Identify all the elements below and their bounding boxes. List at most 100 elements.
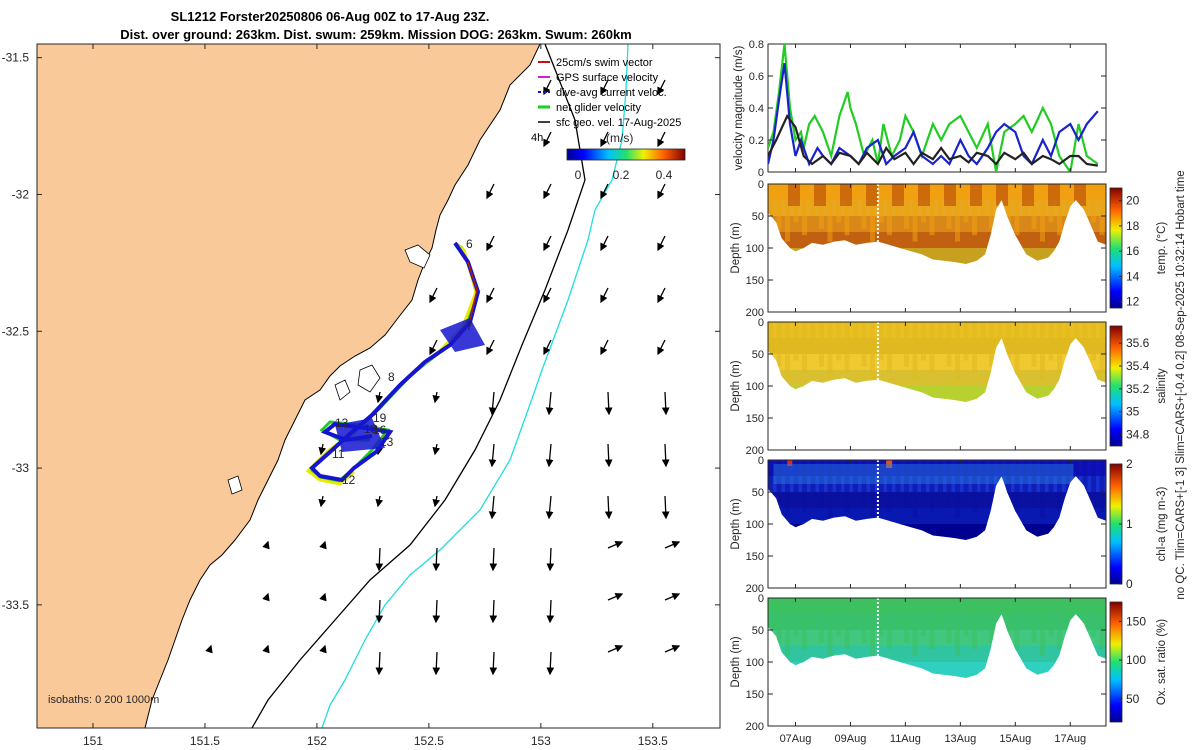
current-arrow [600,79,609,96]
waypoint-label: 11 [332,447,345,461]
profile-stripe [1014,322,1020,374]
current-arrow [664,644,681,653]
waypoint-label: 12 [342,473,356,487]
profile-stripe [921,322,926,361]
colorbar-tick-label: 50 [1126,692,1140,706]
profile-stripe [870,460,875,518]
chl-subsurface-band [773,464,1074,484]
profile-band [768,232,1106,249]
profile-stripe [836,322,841,361]
waypoint-label: 19 [373,411,387,425]
profile-stripe [980,184,986,216]
profile-stripe [793,460,799,499]
lon-tick-label: 152.5 [414,734,444,748]
profile-warm-patch [1048,184,1060,206]
profile-band [768,476,1106,493]
profile-panel: 0 50 100 150 200 Depth (m) 0 1 2 chl-a (mg m-3) [730,455,1168,595]
current-arrow [489,651,498,676]
lon-tick-label: 153.5 [638,734,668,748]
profile-stripe [819,184,824,229]
profile-stripe [972,460,977,512]
profile-fill [768,322,1106,402]
profile-stripe [1014,460,1020,512]
depth-tick-label: 200 [746,721,764,733]
profile-stripe [980,598,986,630]
profile-band [768,322,1106,339]
profile-stripe [1091,460,1096,499]
profile-band [768,572,1106,589]
profile-stripe [878,322,884,361]
profile-panel: 0 50 100 150 200 Depth (m) 50 100 150 Ox. sat. ra… [730,593,1168,733]
profile-stripe [904,460,909,505]
profile-stripe [938,184,943,216]
colorbar-tick-label: 100 [1126,653,1146,667]
profile-stripe [1082,322,1088,380]
profile-band [768,614,1106,631]
time-tick-label: 09Aug [835,733,867,745]
profile-stripe [853,322,858,354]
depth-axis-label: Depth (m) [730,498,742,549]
waypoint-label: 8 [388,370,395,384]
current-arrow [604,391,613,416]
lon-tick-label: 153 [531,734,551,748]
current-arrow [600,183,609,200]
profile-stripe [989,598,994,643]
profile-band [768,354,1106,371]
profile-stripe [895,322,901,354]
profile-stripe [963,460,969,499]
colorbar-tick-label: 1 [1126,517,1133,531]
profile-panel: 0 50 100 150 200 Depth (m) 34.8 35 35.2 35.4 35.6 s… [730,317,1168,457]
profile-stripe [819,322,824,367]
velocity-series-line [768,44,1099,172]
profile-band [768,296,1106,313]
profile-stripe [1006,184,1011,223]
depth-tick-label: 100 [746,243,764,255]
profile-band [768,248,1106,264]
current-arrow [375,547,384,572]
depth-tick-label: 100 [746,519,764,531]
current-arrow [486,235,495,252]
current-arrow [604,495,613,520]
profile-band [768,264,1106,281]
profile-stripe [980,460,986,492]
chl-surface-patch [886,460,893,468]
time-tick-label: 07Aug [780,733,812,745]
current-arrow [262,644,270,654]
colorbar-label: (m/s) [606,131,633,145]
map-longitude-ticks: 151 151.5 152 152.5 153 153.5 [83,44,668,748]
profile-colorbar [1109,187,1123,309]
profile-stripe [1040,460,1045,518]
colorbar-tick-label: 2 [1126,457,1133,471]
colorbar-tick: 0.2 [613,168,630,182]
waypoint-label: 16 [373,423,387,437]
profile-stripe [844,184,850,236]
depth-axis-label: Depth (m) [730,222,742,273]
profile-stripe [1082,460,1088,518]
current-arrow [657,183,666,200]
profile-band [768,460,1106,477]
velocity-y-tick-label: 0.4 [749,103,764,115]
profile-stripe [785,322,790,380]
profile-warm-patch [1074,184,1086,206]
profile-stripe [776,460,782,505]
profile-stripe [972,184,977,236]
profile-warm-patch [970,184,982,206]
profile-stripe [1074,598,1079,643]
depth-axis-label: Depth (m) [730,636,742,687]
profile-stripe [1040,184,1045,242]
profile-stripe [929,322,935,374]
profile-band [768,280,1106,297]
profile-stripe [1082,598,1088,656]
current-arrow [543,339,552,356]
depth-tick-label: 150 [746,689,764,701]
colorbar-tick-label: 12 [1126,295,1140,309]
profile-stripe [1065,598,1071,630]
profile-stripe [887,460,892,512]
current-arrow [600,131,609,148]
profile-stripe [836,460,841,499]
current-arrow [543,183,552,200]
colorbar-tick-label: 18 [1126,219,1140,233]
waypoint-label: 13 [380,435,394,449]
